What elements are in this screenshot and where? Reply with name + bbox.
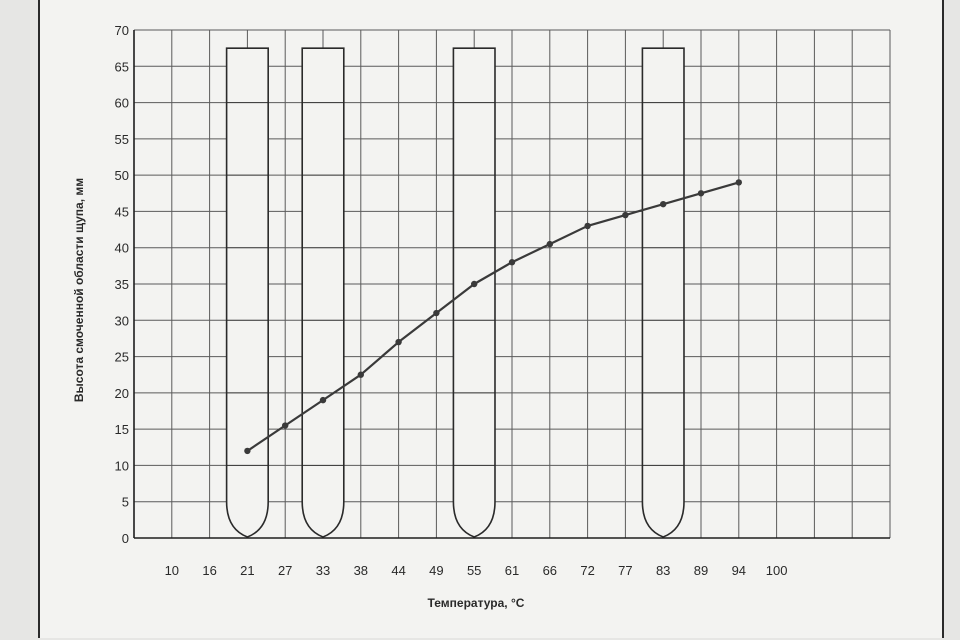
x-tick-label: 72 [580,563,594,578]
y-tick-label: 15 [115,422,129,437]
test-tube [225,47,269,538]
data-point [622,211,629,219]
data-point [395,338,402,346]
test-tube [452,47,496,538]
test-tubes [225,47,685,538]
tick-labels: 0 5 10 15 20 25 30 35 40 45 50 55 60 65 70 10 16 21 27 33 38… [115,23,788,578]
x-tick-label: 44 [391,563,405,578]
x-tick-label: 16 [202,563,216,578]
y-tick-label: 45 [115,204,129,219]
data-point [319,396,327,404]
data-point [282,422,289,429]
y-tick-label: 60 [115,96,129,111]
x-tick-label: 89 [694,563,708,578]
axes [133,30,890,539]
test-tube [641,47,685,538]
series-line [244,179,742,455]
y-tick-label: 10 [115,458,129,473]
data-point [660,200,667,208]
x-tick-label: 49 [429,563,443,578]
chart: 0 5 10 15 20 25 30 35 40 45 50 55 60 65 70 10 16 21 27 33 38… [72,23,891,610]
y-tick-label: 20 [115,386,129,401]
x-tick-label: 83 [656,563,670,578]
y-tick-label: 70 [115,23,129,38]
x-tick-label: 100 [766,563,788,578]
y-tick-label: 35 [115,277,129,292]
x-tick-label: 61 [505,563,519,578]
y-tick-label: 5 [122,495,129,510]
x-axis-label: Температура, °С [428,596,525,610]
data-point [584,222,591,230]
x-tick-label: 27 [278,563,292,578]
test-tube [301,47,345,538]
chart-frame: 0 5 10 15 20 25 30 35 40 45 50 55 60 65 70 10 16 21 27 33 38… [38,0,944,638]
y-tick-label: 55 [115,132,129,147]
x-tick-label: 38 [354,563,368,578]
y-tick-label: 25 [115,350,129,365]
data-point [697,190,705,197]
y-tick-label: 50 [115,168,129,183]
x-tick-label: 21 [240,563,254,578]
y-tick-label: 0 [122,531,129,546]
x-tick-label: 77 [618,563,632,578]
x-tick-label: 94 [732,563,746,578]
y-tick-label: 65 [115,59,129,74]
data-point [508,259,516,266]
data-point [357,371,364,378]
series-path [246,181,740,452]
data-point [244,447,251,455]
y-axis-label: Высота смоченной области щупа, мм [72,178,86,402]
x-tick-label: 33 [316,563,330,578]
x-tick-label: 10 [165,563,179,578]
data-point [433,309,440,317]
y-tick-label: 40 [115,241,129,256]
data-point [471,280,478,288]
x-tick-label: 66 [543,563,557,578]
y-tick-label: 30 [115,313,129,328]
x-tick-label: 55 [467,563,481,578]
data-point [735,179,742,186]
data-point [546,240,553,248]
